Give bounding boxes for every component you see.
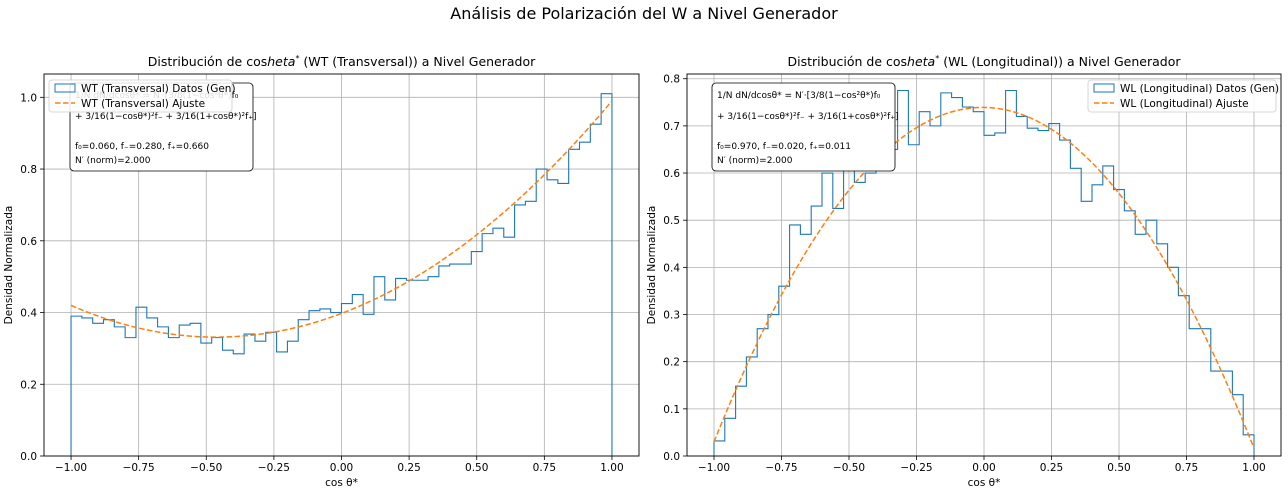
legend-label-histogram: WL (Longitudinal) Datos (Gen): [1120, 83, 1279, 95]
title-part: (WL (Longitudinal)) a Nivel Generador: [939, 54, 1181, 69]
legend-swatch-histogram: [54, 83, 76, 93]
title-part: Distribución de cos: [148, 54, 268, 69]
annotation-line-2: + 3/16(1−cosθ*)²f₋ + 3/16(1+cosθ*)²f₊]: [75, 112, 257, 122]
annotation-line-1: 1/N dN/dcosθ* = N′·[3/8(1−cos²θ*)f₀: [717, 91, 881, 101]
y-tick-label: 0.8: [663, 74, 680, 86]
legend: WL (Longitudinal) Datos (Gen) WL (Longitu…: [1087, 79, 1279, 113]
x-tick-label: −0.75: [123, 462, 155, 474]
x-tick-label: 0.50: [1107, 462, 1130, 474]
y-tick-label: 1.0: [20, 92, 37, 104]
y-tick-label: 0.3: [663, 310, 680, 322]
x-tick-label: 1.00: [600, 462, 623, 474]
annotation-box: [711, 82, 896, 172]
x-tick-label: −0.25: [258, 462, 290, 474]
annotation-line-3: f₀=0.970, f₋=0.020, f₊=0.011: [717, 142, 851, 152]
x-tick-label: 0.50: [465, 462, 488, 474]
chart-panel-2: −1.00 −0.75 −0.50 −0.25 0.00 0.25 0.50 0.75 1.00…: [646, 54, 1282, 489]
x-axis-label: cos θ*: [968, 477, 1001, 489]
title-part: Distribución de cos: [788, 54, 908, 69]
y-tick-label: 0.6: [20, 236, 37, 248]
y-tick-label: 0.4: [20, 308, 37, 320]
legend-box: [1087, 79, 1277, 113]
y-tick-label: 0.8: [20, 164, 37, 176]
y-tick-label: 0.0: [20, 451, 37, 463]
legend-box: [48, 79, 233, 113]
y-axis-label: Densidad Normalizada: [646, 206, 658, 325]
annotation-line-2: + 3/16(1−cosθ*)²f₋ + 3/16(1+cosθ*)²f₊]: [717, 112, 899, 122]
x-tick-label: −0.25: [900, 462, 932, 474]
y-axis-label: Densidad Normalizada: [3, 206, 15, 325]
y-tick-label: 0.6: [663, 168, 680, 180]
title-part: heta: [907, 54, 935, 69]
histogram-step-2: [713, 89, 1255, 456]
y-tick-label: 0.2: [663, 357, 680, 369]
chart-title: Distribución de cosheta* (WT (Transversa…: [148, 54, 536, 69]
legend-label-histogram: WT (Transversal) Datos (Gen): [81, 83, 236, 95]
y-tick-label: 0.7: [663, 121, 680, 133]
legend-label-fit: WT (Transversal) Ajuste: [81, 98, 205, 110]
x-tick-label: 0.75: [533, 462, 556, 474]
y-tick-label: 0.5: [663, 215, 680, 227]
fit-curve-2: [713, 106, 1255, 449]
title-part: *: [935, 54, 939, 63]
x-tick-label: −0.75: [765, 462, 797, 474]
x-tick-label: 0.75: [1175, 462, 1198, 474]
x-tick-label: 0.25: [397, 462, 420, 474]
x-tick-label: −0.50: [833, 462, 865, 474]
y-tick-label: 0.1: [663, 404, 680, 416]
legend-label-fit: WL (Longitudinal) Ajuste: [1120, 98, 1249, 110]
y-tick-label: 0.0: [663, 451, 680, 463]
x-tick-label: −1.00: [55, 462, 87, 474]
x-tick-label: −1.00: [698, 462, 730, 474]
chart-title: Distribución de cosheta* (WL (Longitudin…: [788, 54, 1182, 69]
x-tick-label: 0.25: [1040, 462, 1063, 474]
legend-swatch-histogram: [1093, 83, 1115, 93]
legend: WT (Transversal) Datos (Gen) WT (Transver…: [48, 79, 236, 113]
annotation-line-3: f₀=0.060, f₋=0.280, f₊=0.660: [75, 142, 209, 152]
x-tick-label: 1.00: [1242, 462, 1265, 474]
title-part: *: [295, 54, 299, 63]
x-tick-label: 0.00: [972, 462, 995, 474]
title-part: (WT (Transversal)) a Nivel Generador: [299, 54, 536, 69]
x-axis-label: cos θ*: [325, 477, 358, 489]
y-tick-label: 0.2: [20, 379, 37, 391]
x-tick-label: −0.50: [190, 462, 222, 474]
chart-panel-1: −1.00 −0.75 −0.50 −0.25 0.00 0.25 0.50 0.75 1.00…: [3, 54, 640, 489]
title-part: heta: [267, 54, 295, 69]
formula-annotation: 1/N dN/dcosθ* = N′·[3/8(1−cos²θ*)f₀ + 3/1…: [711, 82, 899, 172]
annotation-line-4: N′ (norm)=2.000: [717, 156, 793, 166]
x-tick-label: 0.00: [330, 462, 353, 474]
histogram-step-1: [70, 93, 613, 456]
y-tick-label: 0.4: [663, 262, 680, 274]
annotation-line-4: N′ (norm)=2.000: [75, 156, 151, 166]
figure-title: Análisis de Polarización del W a Nivel G…: [450, 4, 838, 23]
